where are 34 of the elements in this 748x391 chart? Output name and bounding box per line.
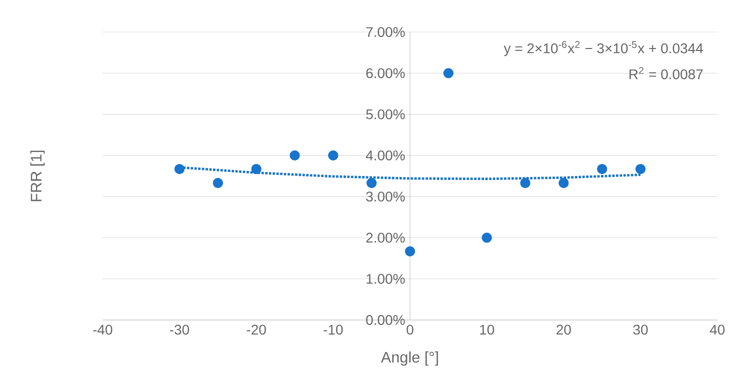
y-tick-label: 3.00% (366, 192, 405, 202)
annotation: R$^{2}$ = 0.0087 (630, 67, 703, 80)
point (520, 178, 530, 188)
y-tick-label: 5.00% (366, 110, 405, 120)
y-tick-label: 2.00% (366, 232, 405, 243)
point (558, 178, 569, 188)
annotation: y = 2×10$^{-6}$x$^{2}$ − 3×10$^{-5}$x + 0.0344 (504, 41, 703, 56)
x-tick-label: -20 (246, 324, 266, 335)
x-axis-title: Angle [°] (380, 352, 438, 366)
y-tick-label: 0.00% (366, 315, 405, 326)
y-tick-label: 7.00% (366, 27, 405, 38)
point (366, 178, 377, 188)
point (443, 68, 454, 78)
x-tick-label: 0 (406, 324, 414, 335)
point (328, 150, 338, 161)
point (597, 164, 608, 174)
x-tick-label: 20 (556, 324, 571, 335)
point (482, 232, 492, 243)
point (635, 164, 646, 174)
x-tick-label: 30 (633, 324, 648, 335)
point (174, 164, 185, 174)
y-tick-label: 4.00% (366, 150, 405, 161)
point (251, 164, 262, 174)
x-tick-label: 40 (710, 324, 725, 335)
point (290, 150, 300, 161)
point (212, 178, 223, 188)
y-tick-label: 6.00% (366, 68, 405, 78)
x-tick-label: -40 (93, 324, 112, 335)
y-tick-label: 1.00% (366, 274, 405, 284)
x-tick-label: -30 (170, 324, 190, 335)
x-tick-label: -10 (324, 324, 343, 335)
y-axis-title: FRR [1] (30, 150, 45, 202)
point (404, 246, 416, 257)
x-tick-label: 10 (480, 324, 494, 335)
